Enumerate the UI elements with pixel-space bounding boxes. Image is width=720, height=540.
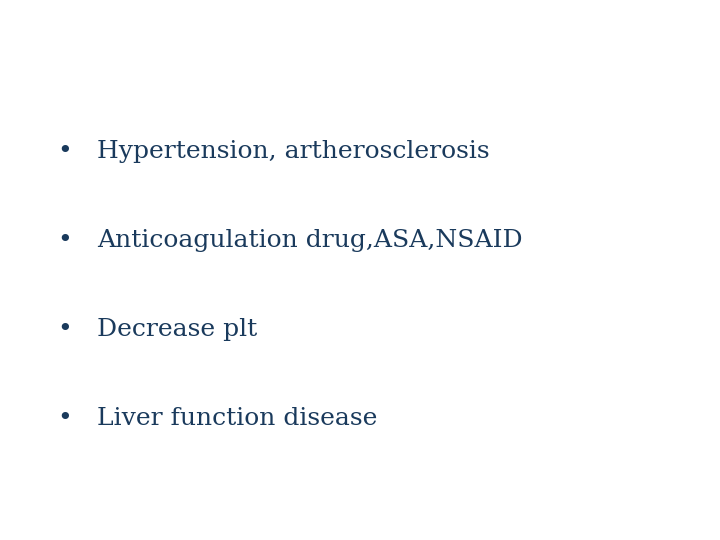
Text: •: •	[58, 229, 72, 252]
Text: •: •	[58, 140, 72, 163]
Text: Anticoagulation drug,ASA,NSAID: Anticoagulation drug,ASA,NSAID	[97, 229, 523, 252]
Text: Hypertension, artherosclerosis: Hypertension, artherosclerosis	[97, 140, 490, 163]
Text: Decrease plt: Decrease plt	[97, 318, 258, 341]
Text: •: •	[58, 407, 72, 430]
Text: •: •	[58, 318, 72, 341]
Text: Liver function disease: Liver function disease	[97, 407, 377, 430]
